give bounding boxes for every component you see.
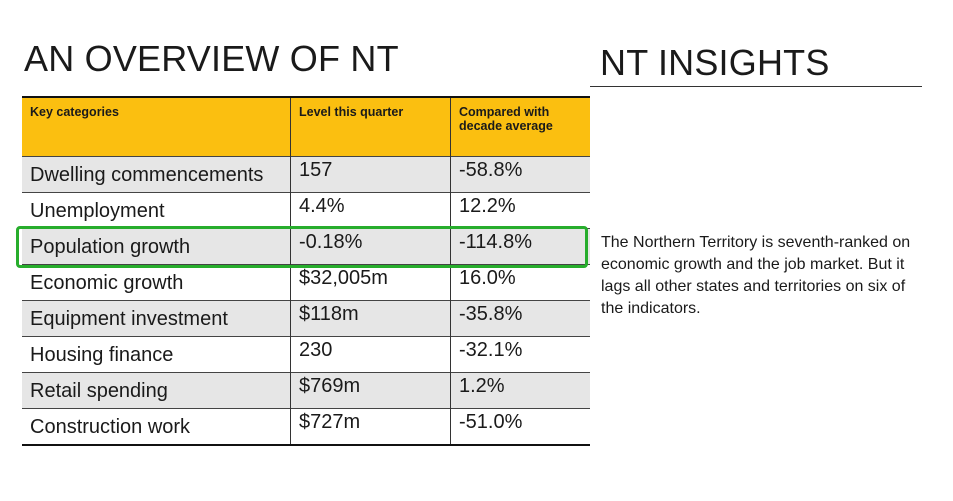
table-row: Unemployment 4.4% 12.2% xyxy=(22,192,590,229)
overview-title: AN OVERVIEW OF NT xyxy=(24,38,399,79)
header-compared: Compared with decade average xyxy=(450,96,590,157)
cell-level: 4.4% xyxy=(290,192,451,229)
cell-level: $769m xyxy=(290,372,451,409)
table-row: Retail spending $769m 1.2% xyxy=(22,372,590,409)
cell-category: Housing finance xyxy=(22,336,291,373)
cell-compared: -35.8% xyxy=(450,300,590,337)
table-row: Equipment investment $118m -35.8% xyxy=(22,300,590,337)
highlight-box-population-growth xyxy=(16,226,588,268)
cell-category: Dwelling commencements xyxy=(22,156,291,193)
cell-compared: -114.8% xyxy=(450,228,590,265)
table-row: Population growth -0.18% -114.8% xyxy=(22,228,590,265)
cell-level: $727m xyxy=(290,408,451,446)
cell-compared: 12.2% xyxy=(450,192,590,229)
cell-level: 230 xyxy=(290,336,451,373)
cell-category: Retail spending xyxy=(22,372,291,409)
header-key-categories: Key categories xyxy=(22,96,291,157)
cell-category: Population growth xyxy=(22,228,291,265)
insight-text: The Northern Territory is seventh-ranked… xyxy=(601,234,911,317)
cell-compared: -32.1% xyxy=(450,336,590,373)
cell-level: -0.18% xyxy=(290,228,451,265)
cell-compared: 1.2% xyxy=(450,372,590,409)
table-header-row: Key categories Level this quarter Compar… xyxy=(22,96,590,157)
title-divider xyxy=(590,86,922,87)
cell-category: Unemployment xyxy=(22,192,291,229)
table-row: Dwelling commencements 157 -58.8% xyxy=(22,156,590,193)
table-row: Economic growth $32,005m 16.0% xyxy=(22,264,590,301)
cell-compared: 16.0% xyxy=(450,264,590,301)
cell-category: Equipment investment xyxy=(22,300,291,337)
cell-compared: -58.8% xyxy=(450,156,590,193)
table-row: Construction work $727m -51.0% xyxy=(22,408,590,446)
insights-title: NT INSIGHTS xyxy=(600,42,830,83)
cell-level: $32,005m xyxy=(290,264,451,301)
cell-level: 157 xyxy=(290,156,451,193)
table-row: Housing finance 230 -32.1% xyxy=(22,336,590,373)
cell-category: Economic growth xyxy=(22,264,291,301)
cell-level: $118m xyxy=(290,300,451,337)
overview-table: Key categories Level this quarter Compar… xyxy=(22,96,590,446)
cell-category: Construction work xyxy=(22,408,291,446)
cell-compared: -51.0% xyxy=(450,408,590,446)
header-level: Level this quarter xyxy=(290,96,451,157)
